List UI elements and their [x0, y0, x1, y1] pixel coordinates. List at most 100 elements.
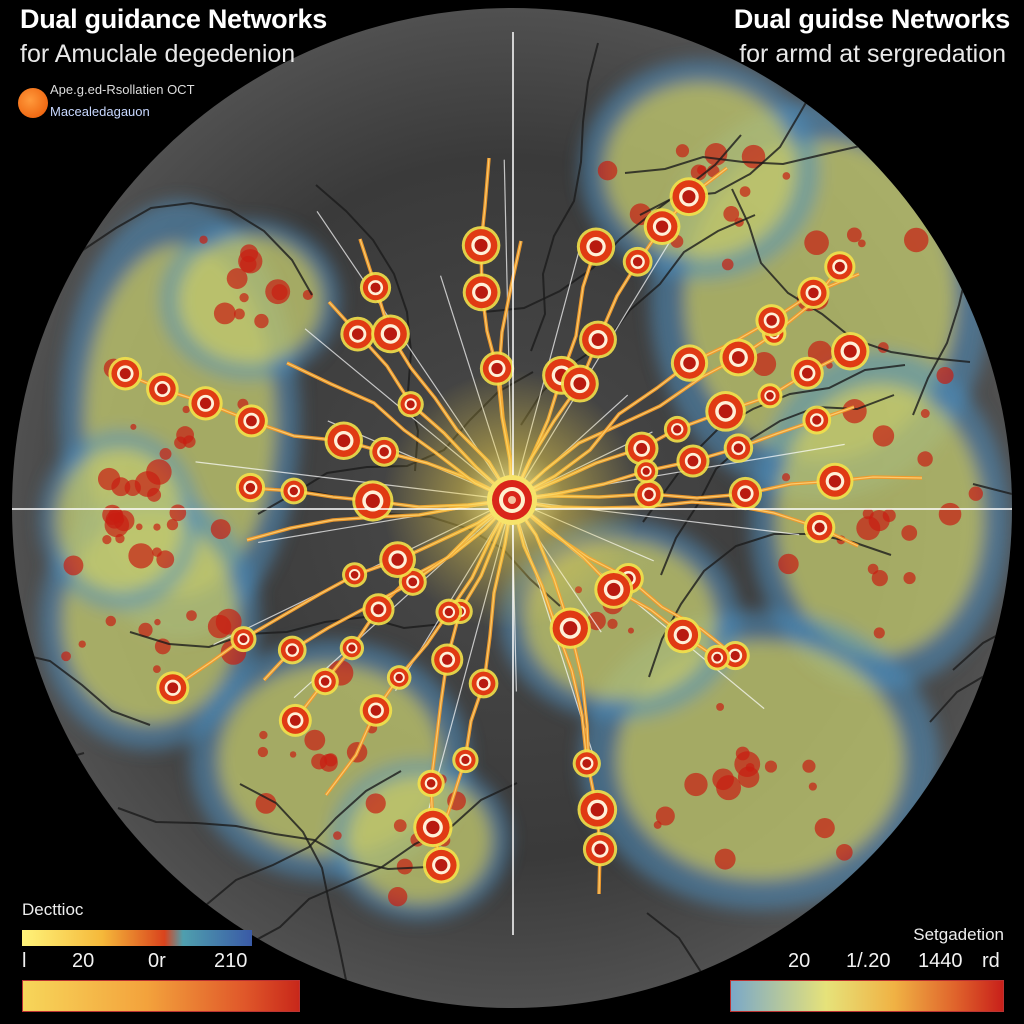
heat-speck [857, 239, 866, 248]
lesion-marker [790, 356, 824, 390]
lesion-marker [816, 462, 854, 500]
heat-speck [176, 426, 194, 444]
heat-speck [723, 206, 740, 222]
heat-speck [846, 227, 862, 243]
segmentation-tick: 20 [788, 950, 811, 972]
detection-gradient-bar [22, 980, 300, 1012]
heat-speck [867, 563, 879, 575]
heat-speck [721, 258, 734, 271]
lesion-marker [719, 338, 758, 377]
heat-speck [396, 858, 413, 875]
heat-speck [778, 553, 799, 575]
lesion-marker [670, 344, 709, 382]
heat-speck [210, 519, 231, 540]
heat-speck [393, 819, 407, 832]
segmentation-scale-title: Setgadetion [913, 925, 1004, 944]
lesion-marker [188, 386, 223, 421]
background-vessel [530, 42, 599, 352]
lesion-marker [577, 789, 618, 830]
heat-speck [741, 144, 766, 169]
heat-speck [936, 366, 954, 385]
heat-speck [135, 523, 143, 531]
lesion-marker [468, 668, 499, 699]
heat-speck [872, 425, 895, 447]
heat-speck [836, 843, 853, 861]
lesion-marker [462, 273, 501, 312]
heat-speck [97, 467, 121, 491]
lesion-marker-layer [108, 177, 870, 884]
segmentation-tick: rd [982, 950, 1000, 972]
lesion-marker [723, 433, 754, 463]
lesion-marker [560, 364, 599, 403]
heat-speck [333, 831, 342, 840]
heat-speck [882, 508, 896, 523]
lesion-marker [234, 404, 268, 438]
lesion-marker [479, 351, 515, 386]
heat-speck [782, 172, 791, 180]
lesion-marker [461, 226, 501, 265]
heat-speck [102, 535, 112, 545]
lesion-marker [624, 431, 659, 466]
lesion-marker [371, 314, 410, 354]
lesion-marker [669, 177, 709, 217]
background-vessel [12, 752, 85, 863]
heat-speck [856, 516, 881, 541]
heat-speck [903, 572, 916, 585]
lesion-marker [705, 391, 746, 432]
heat-speck [257, 746, 269, 758]
lesion-marker [230, 626, 257, 653]
heat-speck [213, 302, 236, 325]
heat-speck [105, 615, 117, 627]
heat-speck [130, 423, 137, 430]
background-vessel [12, 591, 151, 726]
heat-speck [152, 665, 161, 673]
heat-speck [714, 848, 736, 870]
lesion-marker [431, 643, 464, 676]
heat-speck [78, 640, 86, 648]
detection-tick: 20 [72, 950, 95, 972]
detection-scale-title: Decttioc [22, 900, 84, 919]
lesion-marker [594, 569, 634, 609]
heat-speck [808, 782, 817, 791]
heat-speck [917, 451, 933, 467]
lesion-marker [422, 846, 460, 884]
background-vessel [129, 615, 444, 649]
lesion-marker [643, 208, 681, 245]
heat-speck [182, 405, 190, 414]
lesion-marker [397, 391, 424, 418]
heat-speck [716, 775, 742, 801]
lesion-marker [831, 332, 870, 371]
lesion-marker [369, 436, 400, 467]
left-subtitle: for Amuclale degedenion [20, 40, 296, 68]
right-title: Dual guidse Networks [733, 4, 1010, 34]
background-vessel [731, 188, 971, 363]
segmentation-tick: 1/.20 [846, 950, 891, 972]
lesion-marker [579, 320, 617, 359]
heat-speck [764, 760, 778, 773]
lesion-marker [803, 511, 836, 544]
heat-speck [684, 772, 708, 797]
lesion-marker [797, 276, 830, 309]
detection-tick: l [22, 950, 27, 972]
lesion-marker [549, 607, 591, 649]
heat-speck [871, 569, 888, 587]
lesion-marker [146, 372, 179, 406]
heat-speck [115, 533, 125, 544]
heat-speck [675, 144, 690, 158]
heat-speck [365, 793, 386, 814]
heat-speck [873, 627, 885, 639]
heat-speck [207, 614, 232, 639]
background-vessel [483, 134, 742, 313]
heat-speck [782, 473, 791, 482]
heat-speck [745, 762, 755, 772]
background-vessel [929, 514, 1012, 723]
detection-tick: 0r [148, 950, 166, 972]
lesion-marker [413, 807, 453, 848]
heat-speck [752, 351, 777, 377]
lesion-marker [576, 227, 616, 266]
heat-speck [920, 409, 930, 418]
heat-speck [153, 523, 161, 531]
heat-blob [178, 236, 322, 364]
left-title: Dual guidance Networks [20, 4, 327, 34]
heat-speck [597, 160, 618, 181]
